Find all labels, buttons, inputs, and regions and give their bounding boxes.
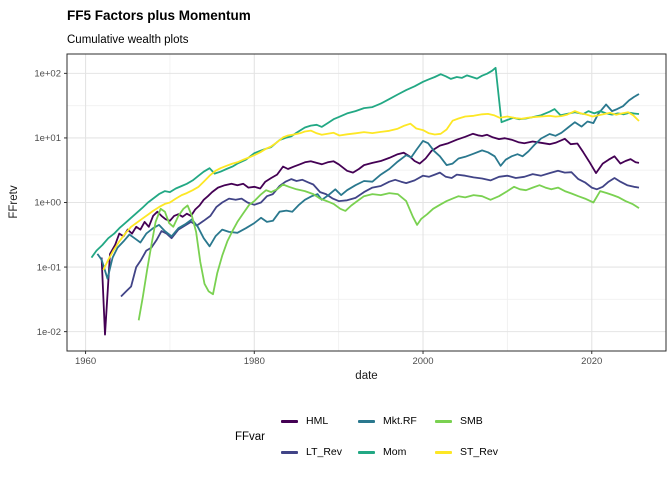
axis-ticks (64, 72, 593, 354)
tick-label: 2020 (581, 356, 602, 367)
gridlines-minor (67, 54, 666, 351)
series-line-LT_Rev (120, 169, 640, 298)
plot-area: 1960 1980 2000 2020 1e-02 1e-01 1e+00 1e+01 1e+0… (34, 53, 667, 367)
series-line-SMB (137, 183, 640, 321)
tick-label: 1e+01 (34, 133, 61, 144)
tick-label: 2000 (412, 356, 433, 367)
tick-label: 1960 (75, 356, 96, 367)
legend-key-line-ST_Rev (435, 450, 453, 454)
legend-key-line-Mom (358, 450, 376, 454)
series-line-Mkt.RF (96, 93, 640, 280)
legend-key-line-Mkt.RF (358, 419, 376, 423)
legend-label-HML: HML (306, 415, 329, 427)
chart-title: FF5 Factors plus Momentum (67, 8, 251, 23)
legend-label-ST_Rev: ST_Rev (460, 446, 498, 458)
legend-item-HML: HML (281, 410, 344, 432)
legend-item-Mkt.RF: Mkt.RF (358, 410, 421, 432)
tick-label: 1e-02 (37, 327, 61, 338)
legend-label-Mkt.RF: Mkt.RF (383, 415, 417, 427)
legend-item-LT_Rev: LT_Rev (281, 441, 344, 463)
series-lines (90, 66, 640, 336)
tick-label: 1e+00 (34, 198, 61, 209)
series-line-ST_Rev (102, 110, 640, 271)
legend-key-line-LT_Rev (281, 450, 299, 454)
legend-items: HML LT_Rev Mkt.RF Mom SMB ST_Rev (281, 410, 498, 463)
gridlines-major (67, 54, 666, 351)
axis-tick-labels: 1960 1980 2000 2020 1e-02 1e-01 1e+00 1e+01 1e+0… (34, 69, 602, 367)
legend: FFvar HML LT_Rev Mkt.RF Mom SMB ST_Rev (67, 410, 666, 463)
x-axis-title: date (355, 370, 378, 382)
chart-subtitle: Cumulative wealth plots (67, 34, 189, 46)
legend-item-SMB: SMB (435, 410, 498, 432)
legend-label-Mom: Mom (383, 446, 407, 458)
legend-label-SMB: SMB (460, 415, 483, 427)
tick-label: 1e-01 (37, 262, 61, 273)
series-line-Mom (90, 66, 640, 259)
legend-label-LT_Rev: LT_Rev (306, 446, 343, 458)
legend-title: FFvar (234, 430, 266, 443)
legend-key-line-HML (281, 419, 299, 423)
y-axis-title: FFretv (8, 185, 20, 219)
tick-label: 1980 (244, 356, 265, 367)
legend-item-ST_Rev: ST_Rev (435, 441, 498, 463)
legend-item-Mom: Mom (358, 441, 421, 463)
legend-key-line-SMB (435, 419, 453, 423)
tick-label: 1e+02 (34, 69, 61, 80)
